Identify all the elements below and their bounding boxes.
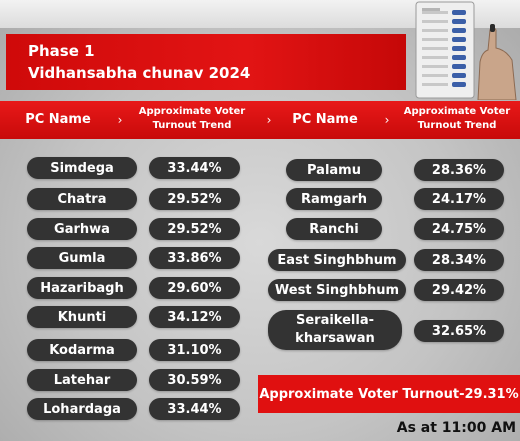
left-separator-1: › <box>117 113 123 127</box>
left-row-6-name: Khunti <box>27 306 137 328</box>
right-row-5-name: West Singhbhum <box>268 279 406 301</box>
election-title: Vidhansabha chunav 2024 <box>28 64 251 82</box>
right-row-6-value: 32.65% <box>414 320 504 342</box>
left-row-9-value: 33.44% <box>149 398 240 420</box>
table-header-bar: PC Name › Approximate Voter Turnout Tren… <box>0 101 520 139</box>
right-row-4-value: 28.34% <box>414 249 504 271</box>
right-row-3-name: Ranchi <box>286 218 382 240</box>
right-row-4-name: East Singhbhum <box>268 249 406 271</box>
title-banner: Phase 1 Vidhansabha chunav 2024 <box>6 34 406 90</box>
left-row-4-value: 33.86% <box>149 247 240 269</box>
left-row-1-name: Simdega <box>27 157 137 179</box>
overall-turnout-banner: Approximate Voter Turnout-29.31% <box>258 375 520 413</box>
right-row-6-name: Seraikella- kharsawan <box>268 310 402 350</box>
right-row-1-name: Palamu <box>286 159 382 181</box>
left-row-9-name: Lohardaga <box>27 398 137 420</box>
left-trend-header: Approximate Voter Turnout Trend <box>138 106 246 131</box>
right-separator: › <box>384 113 390 127</box>
right-row-5-value: 29.42% <box>414 279 504 301</box>
left-row-7-name: Kodarma <box>27 339 137 361</box>
left-row-7-value: 31.10% <box>149 339 240 361</box>
left-row-6-value: 34.12% <box>149 306 240 328</box>
right-row-2-value: 24.17% <box>414 188 504 210</box>
left-pc-name-header: PC Name <box>25 112 91 127</box>
right-pc-name-header: PC Name <box>292 112 358 127</box>
left-row-2-value: 29.52% <box>149 188 240 210</box>
left-row-5-name: Hazaribagh <box>27 277 137 299</box>
center-separator: › <box>266 113 272 127</box>
left-row-3-value: 29.52% <box>149 218 240 240</box>
left-row-5-value: 29.60% <box>149 277 240 299</box>
right-row-3-value: 24.75% <box>414 218 504 240</box>
right-trend-header: Approximate Voter Turnout Trend <box>403 106 511 131</box>
left-row-3-name: Garhwa <box>27 218 137 240</box>
left-row-4-name: Gumla <box>27 247 137 269</box>
right-row-2-name: Ramgarh <box>286 188 382 210</box>
phase-title: Phase 1 <box>28 42 95 60</box>
left-row-8-value: 30.59% <box>149 369 240 391</box>
timestamp: As at 11:00 AM <box>396 420 516 436</box>
left-row-2-name: Chatra <box>27 188 137 210</box>
evm-voting-machine-icon <box>415 1 517 100</box>
left-row-1-value: 33.44% <box>149 157 240 179</box>
right-row-1-value: 28.36% <box>414 159 504 181</box>
left-row-8-name: Latehar <box>27 369 137 391</box>
